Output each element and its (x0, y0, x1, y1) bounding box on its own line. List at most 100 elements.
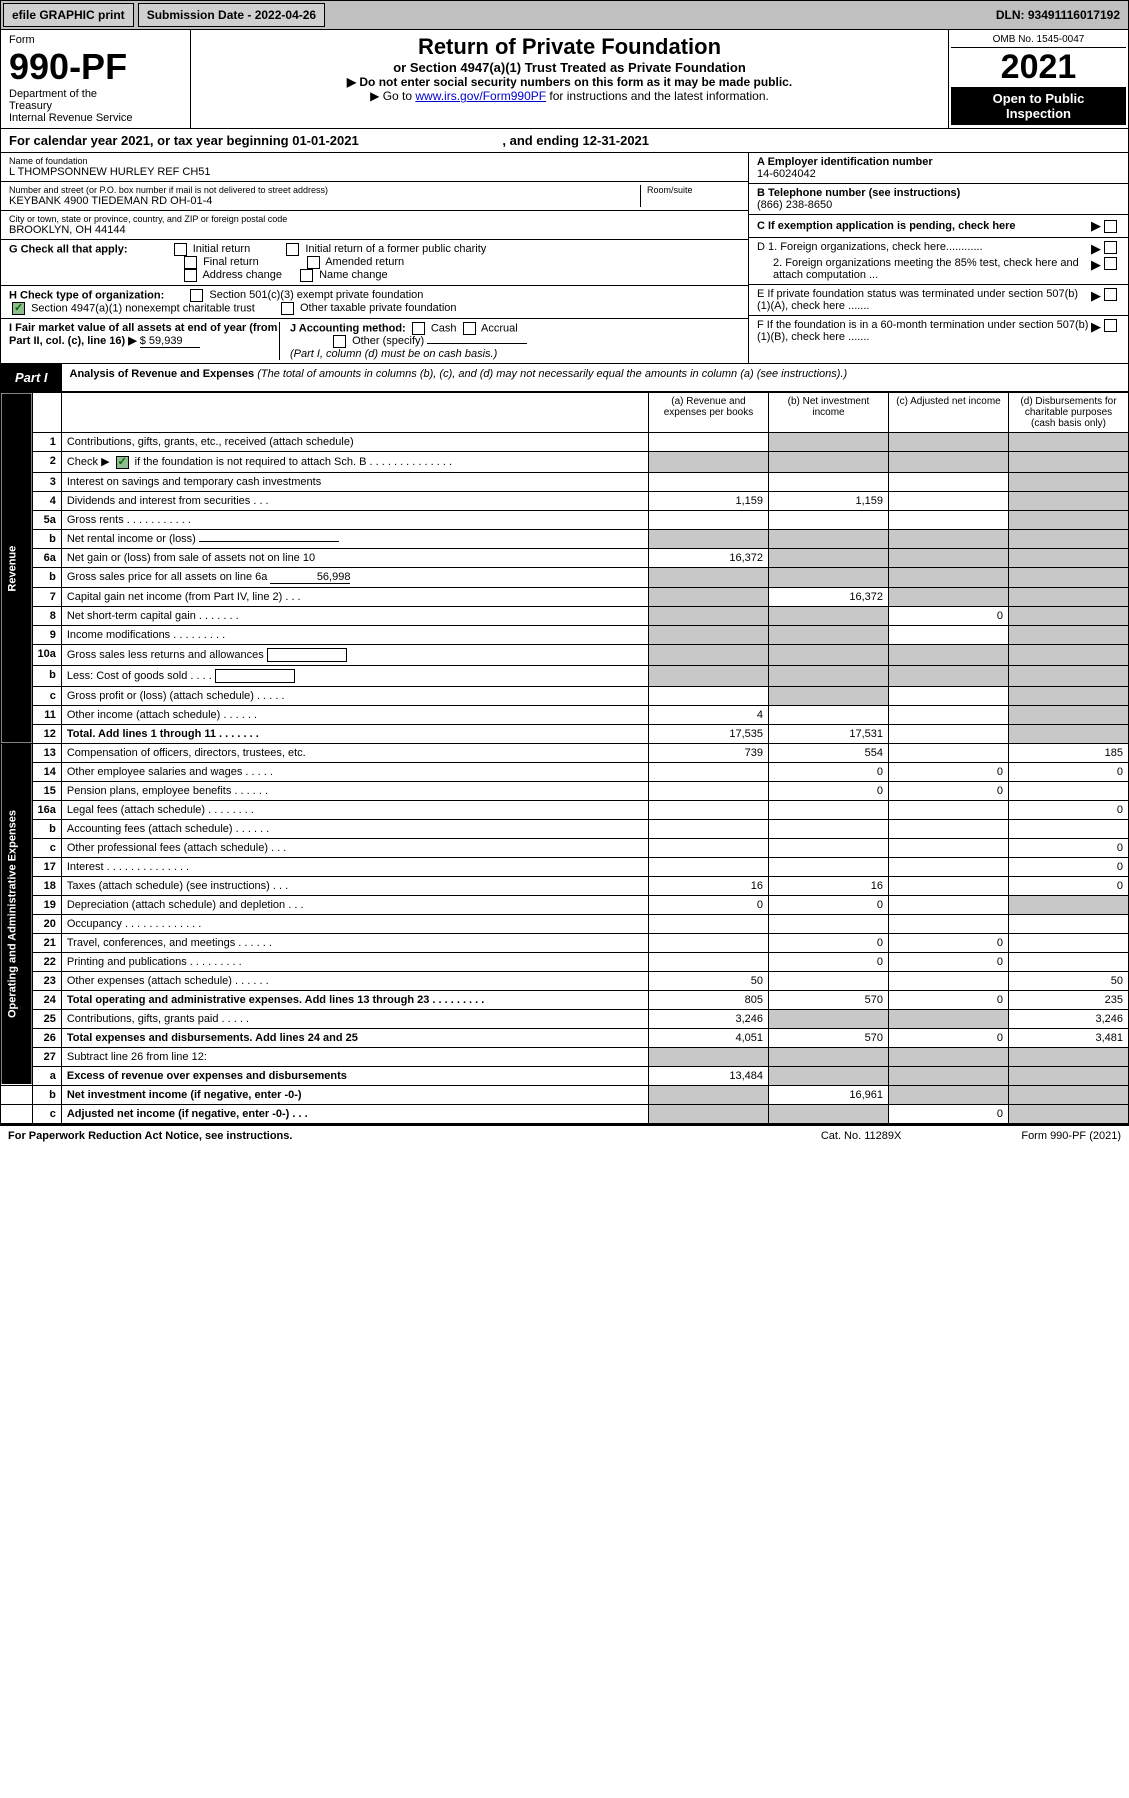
r2-pre: Check ▶ (67, 456, 113, 468)
chk-name-change[interactable] (300, 269, 313, 282)
arrow-icon: ▶ (1091, 319, 1101, 343)
ln: b (32, 529, 61, 548)
cell: 0 (1009, 857, 1129, 876)
ln: 4 (32, 491, 61, 510)
chk-exemption-pending[interactable] (1104, 220, 1117, 233)
col-b-header: (b) Net investment income (769, 393, 889, 433)
row-desc: Income modifications . . . . . . . . . (61, 625, 648, 644)
ln: 12 (32, 724, 61, 743)
row-desc: Travel, conferences, and meetings . . . … (61, 933, 648, 952)
chk-foreign-org[interactable] (1104, 241, 1117, 254)
row-desc: Gross sales price for all assets on line… (61, 567, 648, 587)
ln: c (32, 1104, 61, 1123)
cell: 16 (649, 876, 769, 895)
row-desc: Gross sales less returns and allowances (61, 644, 648, 665)
ln: 3 (32, 472, 61, 491)
calendar-year-row: For calendar year 2021, or tax year begi… (0, 129, 1129, 153)
row-desc: Net investment income (if negative, ente… (61, 1085, 648, 1104)
ein-value: 14-6024042 (757, 168, 1120, 180)
chk-amended[interactable] (307, 256, 320, 269)
form-number: 990-PF (9, 46, 182, 88)
cell: 0 (889, 952, 1009, 971)
row-desc: Excess of revenue over expenses and disb… (61, 1066, 648, 1085)
note2-post: for instructions and the latest informat… (546, 89, 769, 103)
cell: 4,051 (649, 1028, 769, 1047)
cell: 17,531 (769, 724, 889, 743)
chk-accrual[interactable] (463, 322, 476, 335)
cal-end: , and ending 12-31-2021 (502, 133, 649, 148)
dept-line1: Department of the (9, 88, 182, 100)
j3: Other (specify) (352, 335, 424, 347)
arrow-icon: ▶ (1091, 218, 1101, 234)
chk-initial-former[interactable] (286, 243, 299, 256)
chk-initial-return[interactable] (174, 243, 187, 256)
chk-cash[interactable] (412, 322, 425, 335)
cell: 16,372 (769, 587, 889, 606)
g1: Initial return (193, 243, 250, 255)
expenses-side-label: Operating and Administrative Expenses (1, 743, 33, 1085)
col-a-header: (a) Revenue and expenses per books (649, 393, 769, 433)
cell: 3,481 (1009, 1028, 1129, 1047)
ln: 19 (32, 895, 61, 914)
row-desc: Gross rents . . . . . . . . . . . (61, 510, 648, 529)
chk-other-method[interactable] (333, 335, 346, 348)
chk-final-return[interactable] (184, 256, 197, 269)
b-label: B Telephone number (see instructions) (757, 187, 1120, 199)
h3: Other taxable private foundation (300, 302, 457, 314)
chk-60month[interactable] (1104, 319, 1117, 332)
dept-line2: Treasury (9, 100, 182, 112)
row-desc: Net short-term capital gain . . . . . . … (61, 606, 648, 625)
page-footer: For Paperwork Reduction Act Notice, see … (0, 1124, 1129, 1146)
r5b-blank (199, 541, 339, 542)
tax-year: 2021 (951, 48, 1126, 87)
col-c-header: (c) Adjusted net income (889, 393, 1009, 433)
chk-4947a1[interactable] (12, 302, 25, 315)
ln: 8 (32, 606, 61, 625)
r2-post: if the foundation is not required to att… (132, 456, 367, 468)
dept-line3: Internal Revenue Service (9, 112, 182, 124)
room-label: Room/suite (647, 185, 740, 195)
cell: 16,961 (769, 1085, 889, 1104)
cell: 0 (1009, 800, 1129, 819)
form-header: Form 990-PF Department of the Treasury I… (0, 30, 1129, 129)
ln: b (32, 819, 61, 838)
name-label: Name of foundation (9, 156, 740, 166)
ln: 24 (32, 990, 61, 1009)
efile-button[interactable]: efile GRAPHIC print (3, 3, 134, 27)
ln: 15 (32, 781, 61, 800)
ln: 9 (32, 625, 61, 644)
chk-terminated[interactable] (1104, 288, 1117, 301)
col-d-header: (d) Disbursements for charitable purpose… (1009, 393, 1129, 433)
addr-label: Number and street (or P.O. box number if… (9, 185, 640, 195)
r5b-d: Net rental income or (loss) (67, 533, 196, 545)
paperwork-notice: For Paperwork Reduction Act Notice, see … (8, 1130, 292, 1142)
row-desc: Total operating and administrative expen… (61, 990, 648, 1009)
foundation-name: L THOMPSONNEW HURLEY REF CH51 (9, 166, 740, 178)
ln: c (32, 686, 61, 705)
part1-tab: Part I (1, 364, 62, 391)
cell: 0 (769, 933, 889, 952)
chk-sch-b[interactable] (116, 456, 129, 469)
part1-title: Analysis of Revenue and Expenses (70, 368, 255, 380)
foundation-address: KEYBANK 4900 TIEDEMAN RD OH-01-4 (9, 195, 640, 207)
chk-85pct[interactable] (1104, 257, 1117, 270)
part1-header: Part I Analysis of Revenue and Expenses … (0, 364, 1129, 392)
ln: 23 (32, 971, 61, 990)
submission-date-button[interactable]: Submission Date - 2022-04-26 (138, 3, 325, 27)
ln: 26 (32, 1028, 61, 1047)
r2-dots: . . . . . . . . . . . . . . (366, 456, 452, 468)
row-desc: Other professional fees (attach schedule… (61, 838, 648, 857)
irs-link[interactable]: www.irs.gov/Form990PF (415, 89, 546, 103)
ln: c (32, 838, 61, 857)
row-desc: Printing and publications . . . . . . . … (61, 952, 648, 971)
chk-other-taxable[interactable] (281, 302, 294, 315)
cell: 0 (1009, 876, 1129, 895)
ln: a (32, 1066, 61, 1085)
cell: 13,484 (649, 1066, 769, 1085)
chk-address-change[interactable] (184, 269, 197, 282)
g5: Address change (202, 269, 282, 281)
d1: D 1. Foreign organizations, check here..… (757, 241, 1091, 257)
chk-501c3[interactable] (190, 289, 203, 302)
cell: 16,372 (649, 548, 769, 567)
row-desc: Total. Add lines 1 through 11 . . . . . … (61, 724, 648, 743)
